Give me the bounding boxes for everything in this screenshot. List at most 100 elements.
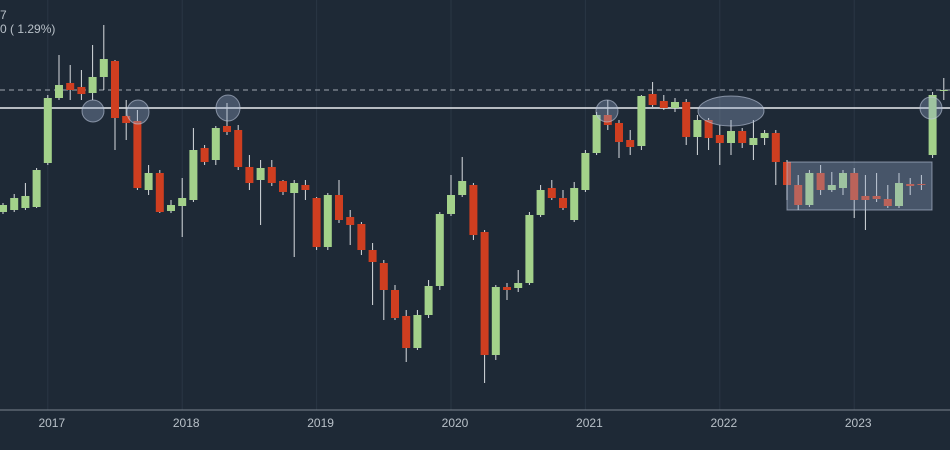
candle-body — [0, 205, 7, 212]
x-tick-label: 2019 — [307, 416, 334, 430]
candle-body — [144, 173, 153, 190]
candle-body — [211, 128, 220, 160]
candle-body — [178, 198, 187, 206]
candle-body — [43, 98, 52, 163]
candle-body — [928, 95, 937, 155]
candle-body — [21, 196, 30, 208]
candles — [0, 25, 948, 383]
candle-body — [32, 170, 41, 207]
candle-body — [424, 286, 433, 315]
candle-body — [402, 316, 411, 348]
candle-body — [88, 77, 97, 93]
candle-body — [391, 290, 399, 318]
candle-body — [514, 283, 523, 288]
highlight-circle — [126, 99, 150, 125]
x-tick-label: 2021 — [576, 416, 603, 430]
candle-body — [682, 102, 691, 137]
candle-body — [917, 184, 926, 185]
x-labels: 2017 2018 2019 2020 2021 2022 2023 — [38, 416, 871, 430]
candle-body — [77, 87, 86, 94]
candle-body — [570, 188, 579, 220]
x-tick-label: 2018 — [173, 416, 200, 430]
candle-body — [469, 185, 478, 235]
candle-body — [346, 217, 355, 225]
candle-body — [155, 173, 164, 212]
x-tick-label: 2023 — [845, 416, 872, 430]
candle-body — [547, 188, 556, 198]
candle-body — [693, 120, 702, 137]
candle-body — [704, 120, 713, 138]
candle-body — [637, 96, 646, 146]
candle-body — [749, 138, 758, 145]
candle-body — [99, 59, 108, 77]
candle-body — [279, 181, 287, 192]
x-tick-label: 2020 — [442, 416, 469, 430]
candle-body — [55, 85, 63, 98]
candle-body — [626, 140, 635, 147]
highlight-circle — [81, 99, 105, 123]
annotation-shapes — [81, 94, 943, 211]
header-text: 7 — [0, 8, 7, 22]
candle-body — [581, 153, 590, 190]
x-tick-label: 2017 — [38, 416, 65, 430]
candle-body — [335, 195, 343, 220]
candle-body — [615, 123, 623, 142]
candle-body — [794, 185, 803, 205]
candle-body — [435, 214, 444, 286]
reference-lines — [0, 89, 950, 109]
candle-body — [290, 183, 299, 193]
candle-body — [413, 315, 422, 348]
header-text: 0 ( 1.29%) — [0, 22, 55, 36]
candle-body — [648, 94, 657, 105]
candle-body — [189, 150, 198, 200]
candle-body — [816, 173, 825, 190]
candle-body — [111, 61, 119, 118]
candle-body — [771, 133, 780, 162]
candle-body — [312, 198, 321, 247]
candle-body — [559, 198, 567, 208]
candle-body — [861, 196, 870, 200]
candle-body — [301, 185, 310, 190]
candle-body — [603, 115, 612, 125]
candle-body — [671, 102, 679, 108]
candle-body — [458, 181, 467, 195]
highlight-circle — [215, 94, 241, 122]
candle-body — [10, 198, 19, 210]
candle-body — [659, 101, 668, 108]
candle-body — [715, 135, 724, 143]
candle-body — [447, 195, 455, 214]
candle-body — [66, 83, 75, 90]
candle-body — [760, 133, 769, 138]
candle-body — [906, 184, 915, 186]
candle-body — [167, 205, 175, 211]
candle-body — [883, 199, 892, 206]
candle-body — [895, 183, 903, 206]
candle-body — [525, 215, 534, 283]
candle-body — [323, 195, 332, 247]
candle-body — [200, 148, 209, 162]
candle-body — [245, 167, 254, 183]
candle-body — [368, 250, 377, 262]
highlight-circle — [919, 96, 943, 120]
candle-body — [357, 224, 366, 250]
candle-body — [480, 232, 489, 355]
candle-body — [592, 115, 601, 153]
candle-body — [379, 263, 388, 290]
candle-body — [503, 287, 511, 290]
candle-body — [223, 126, 231, 132]
candle-body — [122, 116, 131, 123]
candle-body — [267, 167, 276, 183]
candle-body — [133, 121, 142, 188]
candle-body — [727, 131, 735, 143]
candle-body — [872, 196, 881, 199]
highlight-ellipse — [697, 95, 765, 127]
candle-body — [839, 173, 847, 188]
candle-body — [536, 190, 545, 215]
x-tick-label: 2022 — [710, 416, 737, 430]
candle-body — [939, 90, 948, 91]
candle-body — [491, 287, 500, 355]
candle-body — [827, 185, 836, 190]
candle-body — [738, 131, 747, 143]
